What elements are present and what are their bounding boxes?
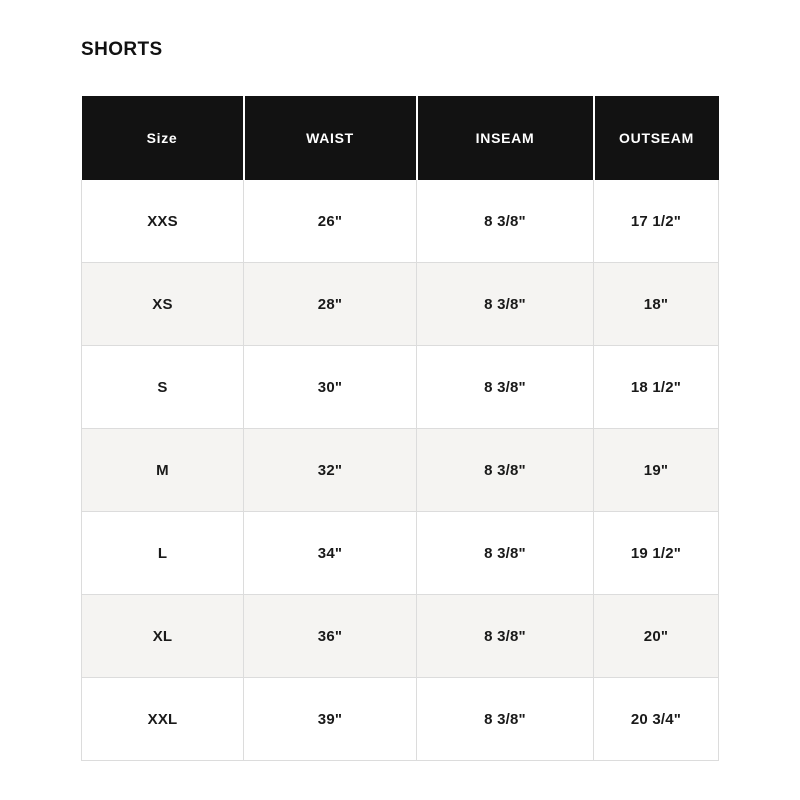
cell-waist: 30" [243, 345, 417, 429]
cell-inseam: 8 3/8" [416, 345, 594, 429]
column-header-inseam: INSEAM [416, 96, 595, 180]
table-header: Size WAIST INSEAM OUTSEAM [81, 96, 719, 180]
cell-outseam: 19 1/2" [593, 511, 719, 595]
cell-size: XXS [81, 180, 244, 263]
size-chart-table: Size WAIST INSEAM OUTSEAM XXS 26" 8 3/8"… [81, 96, 719, 761]
cell-outseam: 18 1/2" [593, 345, 719, 429]
cell-waist: 39" [243, 677, 417, 761]
cell-waist: 26" [243, 180, 417, 263]
cell-size: XS [81, 262, 244, 346]
cell-outseam: 20 3/4" [593, 677, 719, 761]
table-row: L 34" 8 3/8" 19 1/2" [81, 511, 719, 595]
cell-waist: 36" [243, 594, 417, 678]
table-row: XL 36" 8 3/8" 20" [81, 594, 719, 678]
cell-inseam: 8 3/8" [416, 511, 594, 595]
column-header-waist: WAIST [243, 96, 418, 180]
cell-inseam: 8 3/8" [416, 262, 594, 346]
cell-size: S [81, 345, 244, 429]
cell-outseam: 18" [593, 262, 719, 346]
column-header-size: Size [81, 96, 245, 180]
cell-size: M [81, 428, 244, 512]
table-body: XXS 26" 8 3/8" 17 1/2" XS 28" 8 3/8" 18"… [81, 180, 719, 761]
cell-inseam: 8 3/8" [416, 428, 594, 512]
cell-outseam: 20" [593, 594, 719, 678]
table-header-row: Size WAIST INSEAM OUTSEAM [81, 96, 719, 180]
table-row: XS 28" 8 3/8" 18" [81, 262, 719, 346]
cell-size: XL [81, 594, 244, 678]
cell-waist: 32" [243, 428, 417, 512]
cell-waist: 34" [243, 511, 417, 595]
cell-inseam: 8 3/8" [416, 594, 594, 678]
cell-size: XXL [81, 677, 244, 761]
page-title: SHORTS [81, 39, 163, 60]
cell-waist: 28" [243, 262, 417, 346]
table-row: XXS 26" 8 3/8" 17 1/2" [81, 180, 719, 263]
column-header-outseam: OUTSEAM [593, 96, 719, 180]
table-row: S 30" 8 3/8" 18 1/2" [81, 345, 719, 429]
cell-outseam: 19" [593, 428, 719, 512]
table-row: XXL 39" 8 3/8" 20 3/4" [81, 677, 719, 761]
cell-inseam: 8 3/8" [416, 180, 594, 263]
table-row: M 32" 8 3/8" 19" [81, 428, 719, 512]
cell-size: L [81, 511, 244, 595]
cell-inseam: 8 3/8" [416, 677, 594, 761]
cell-outseam: 17 1/2" [593, 180, 719, 263]
